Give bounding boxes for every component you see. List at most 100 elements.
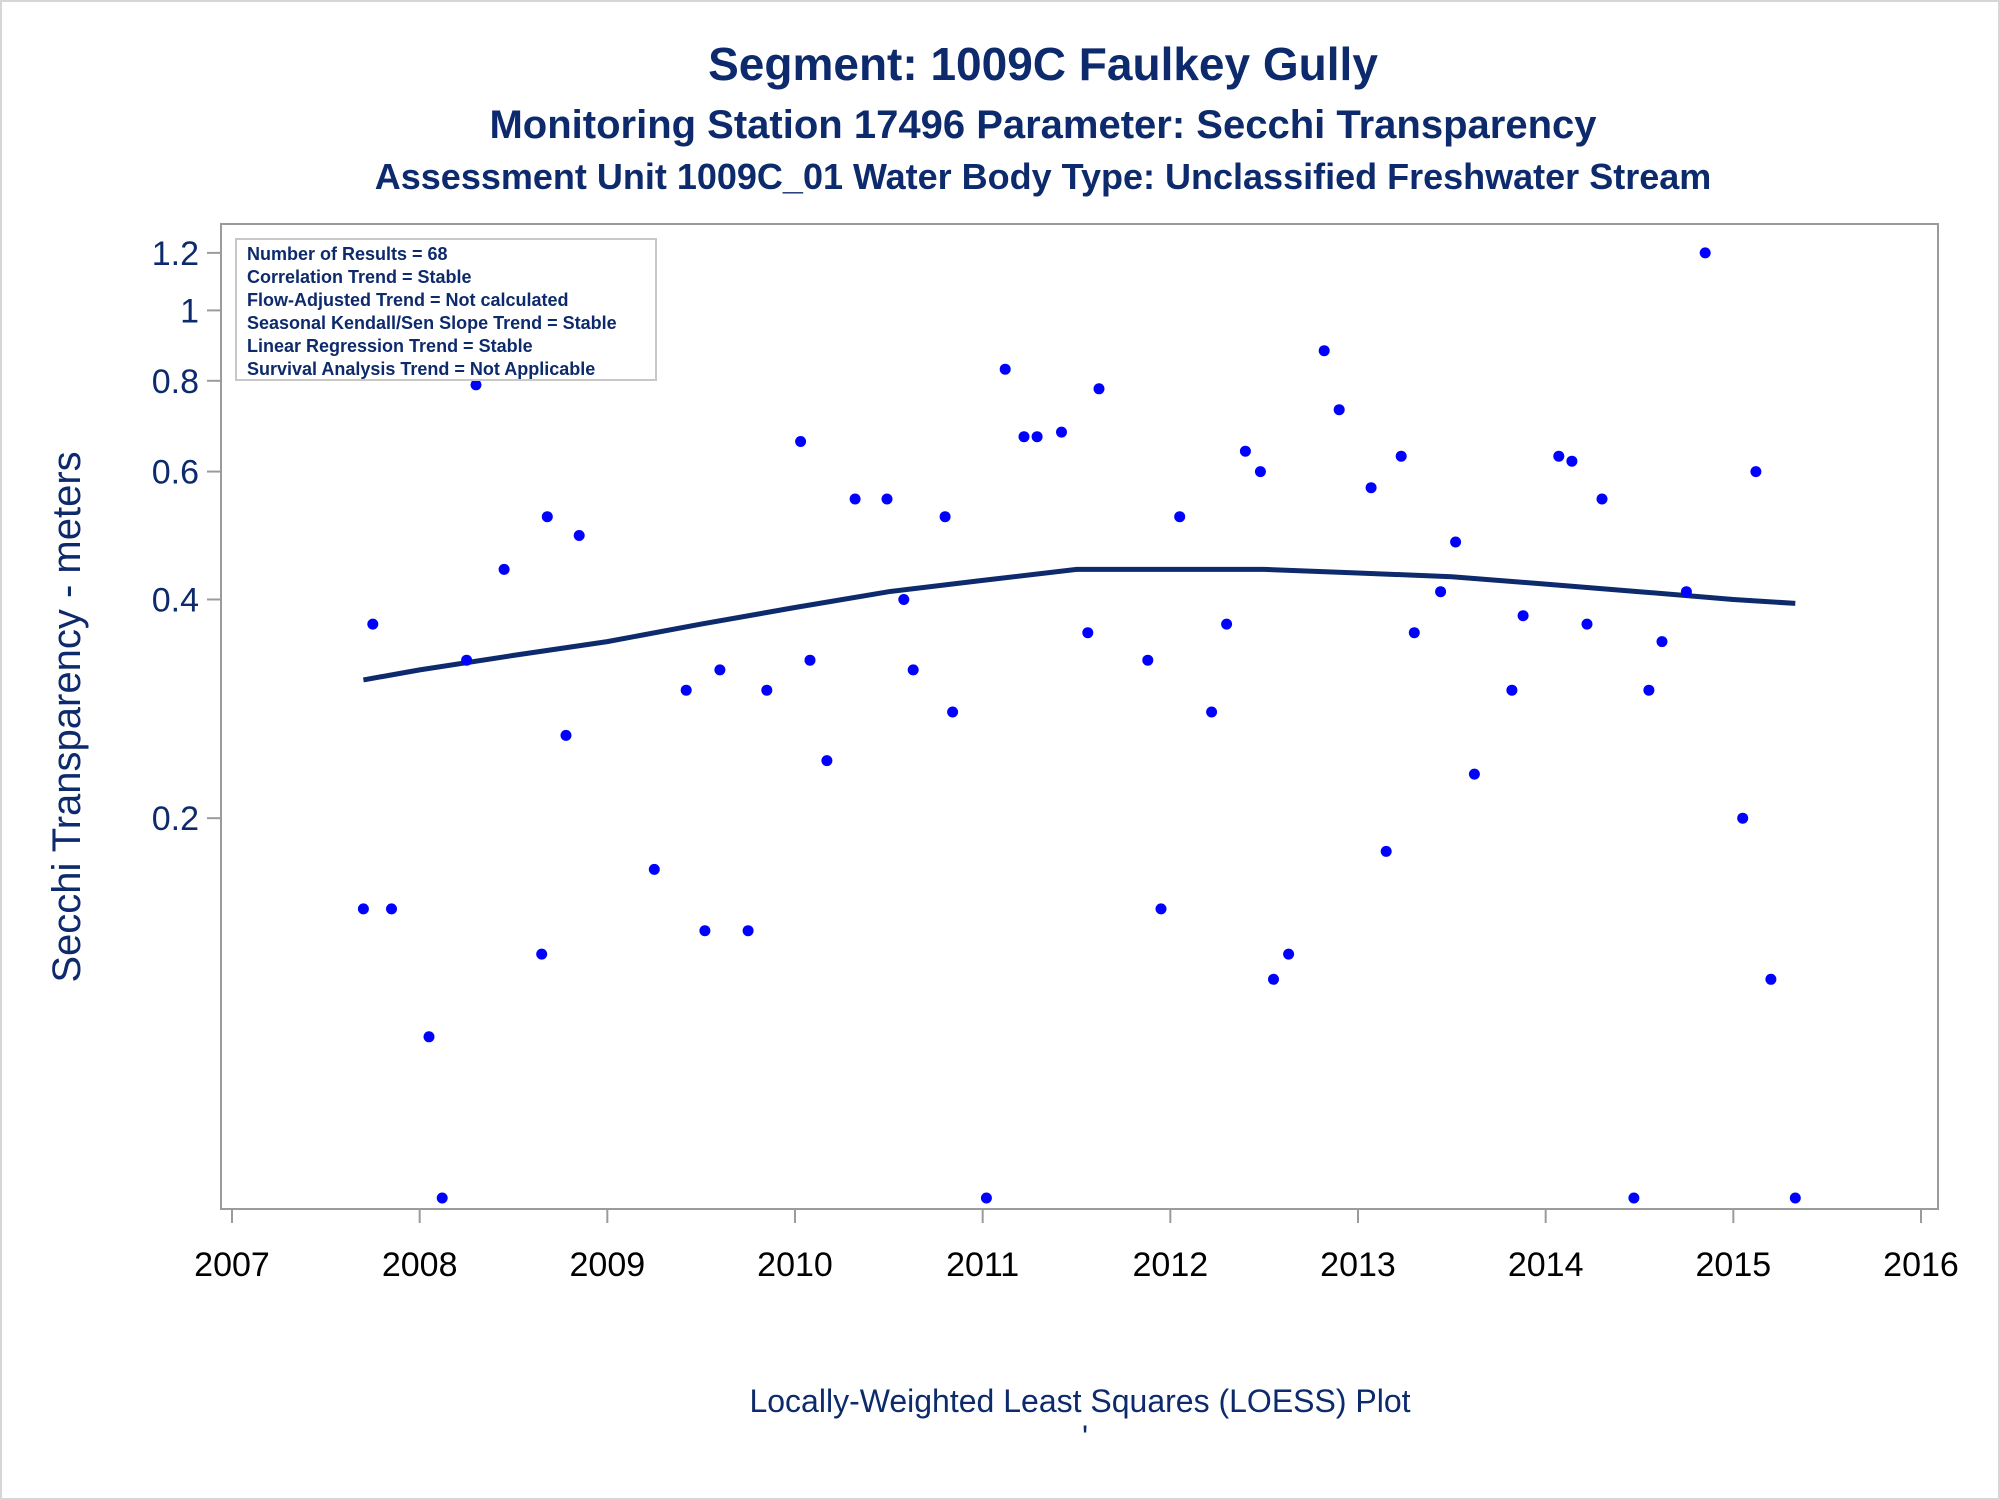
- data-point: [357, 903, 369, 915]
- data-point: [1789, 1192, 1801, 1204]
- y-tick-label: 1: [180, 292, 199, 330]
- data-point: [1318, 345, 1330, 357]
- x-tick-label: 2013: [1320, 1246, 1396, 1284]
- data-point: [386, 903, 397, 915]
- x-tick-label: 2010: [757, 1246, 833, 1284]
- x-axis: 2007 2008 2009 2010 2011 2012 2013 2014 2015 2016: [194, 1209, 1959, 1284]
- loess-line: [362, 566, 1796, 683]
- data-point: [1699, 247, 1711, 259]
- data-point: [1643, 684, 1655, 696]
- data-point: [1031, 431, 1043, 443]
- data-point: [804, 654, 816, 666]
- data-point: [1737, 812, 1749, 824]
- data-point: [680, 684, 692, 696]
- data-point: [470, 379, 482, 391]
- plot-area: [220, 223, 1939, 1210]
- x-tick-label: 2016: [1883, 1246, 1959, 1284]
- data-point: [947, 706, 959, 718]
- data-point: [939, 511, 951, 523]
- data-point: [1517, 610, 1529, 622]
- data-point: [999, 363, 1011, 375]
- stats-legend-line: Seasonal Kendall/Sen Slope Trend = Stabl…: [247, 313, 617, 333]
- stats-legend-line: Survival Analysis Trend = Not Applicable: [247, 359, 595, 379]
- stats-legend-line: Correlation Trend = Stable: [247, 267, 472, 287]
- data-point: [1283, 948, 1295, 960]
- data-point: [1142, 654, 1154, 666]
- data-point: [1056, 426, 1067, 438]
- data-point: [1596, 493, 1608, 505]
- data-points: [357, 247, 1801, 1204]
- y-tick-label: 1.2: [152, 235, 199, 273]
- data-point: [648, 863, 660, 875]
- data-point: [1206, 706, 1218, 718]
- data-point: [1239, 445, 1251, 457]
- data-point: [1656, 636, 1668, 648]
- data-point: [1093, 383, 1105, 395]
- data-point: [714, 664, 726, 676]
- data-point: [1395, 450, 1407, 462]
- chart-subtitle-2: Assessment Unit 1009C_01 Water Body Type…: [375, 156, 1712, 197]
- data-point: [699, 925, 711, 937]
- data-point: [1155, 903, 1167, 915]
- data-point: [573, 530, 585, 541]
- data-point: [761, 684, 773, 696]
- data-point: [1750, 466, 1762, 478]
- data-point: [536, 948, 548, 960]
- data-point: [541, 511, 553, 523]
- data-point: [1506, 684, 1518, 696]
- data-point: [1581, 618, 1593, 630]
- data-point: [1566, 455, 1578, 467]
- y-tick-label: 0.4: [152, 581, 199, 619]
- data-point: [1628, 1192, 1640, 1204]
- x-tick-label: 2008: [382, 1246, 458, 1284]
- data-point: [498, 563, 510, 575]
- data-point: [1450, 536, 1462, 548]
- footnote-mark: ': [1082, 1419, 1088, 1455]
- data-point: [881, 493, 893, 505]
- x-tick-label: 2015: [1696, 1246, 1772, 1284]
- data-point: [907, 664, 919, 676]
- data-point: [1018, 431, 1030, 443]
- data-point: [436, 1192, 448, 1204]
- y-tick-label: 0.2: [152, 800, 199, 838]
- data-point: [1174, 511, 1186, 523]
- data-point: [821, 755, 833, 767]
- x-tick-label: 2014: [1508, 1246, 1584, 1284]
- x-tick-label: 2007: [194, 1246, 270, 1284]
- chart-title: Segment: 1009C Faulkey Gully: [708, 38, 1378, 90]
- y-tick-label: 0.6: [152, 454, 199, 492]
- data-point: [849, 493, 861, 505]
- stats-legend-line: Number of Results = 68: [247, 244, 448, 264]
- data-point: [423, 1031, 435, 1043]
- data-point: [1468, 768, 1480, 780]
- data-point: [1333, 404, 1345, 416]
- x-tick-label: 2011: [946, 1246, 1019, 1284]
- data-point: [795, 436, 807, 447]
- data-point: [742, 925, 754, 937]
- data-point: [1680, 586, 1692, 598]
- y-tick-label: 0.8: [152, 363, 199, 401]
- data-point: [461, 654, 473, 666]
- data-point: [560, 729, 572, 741]
- x-axis-title: Locally-Weighted Least Squares (LOESS) P…: [749, 1383, 1410, 1419]
- data-point: [898, 594, 910, 605]
- stats-legend: Number of Results = 68 Correlation Trend …: [235, 238, 657, 381]
- y-axis-title: Secchi Transparency - meters: [45, 451, 89, 982]
- y-axis: 0.2 0.4 0.6 0.8 1 1.2: [152, 235, 221, 838]
- data-point: [1408, 627, 1420, 639]
- data-point: [1268, 973, 1279, 985]
- stats-legend-box: [235, 238, 657, 381]
- stats-legend-line: Flow-Adjusted Trend = Not calculated: [247, 290, 569, 310]
- data-point: [1082, 627, 1094, 639]
- data-point: [980, 1192, 992, 1204]
- stats-legend-line: Linear Regression Trend = Stable: [247, 336, 533, 356]
- data-point: [1435, 586, 1447, 598]
- chart-subtitle: Monitoring Station 17496 Parameter: Secc…: [489, 103, 1597, 147]
- x-tick-label: 2012: [1133, 1246, 1209, 1284]
- data-point: [1765, 973, 1777, 985]
- data-point: [1254, 466, 1266, 478]
- data-point: [1553, 450, 1565, 462]
- data-point: [367, 618, 379, 630]
- x-tick-label: 2009: [570, 1246, 646, 1284]
